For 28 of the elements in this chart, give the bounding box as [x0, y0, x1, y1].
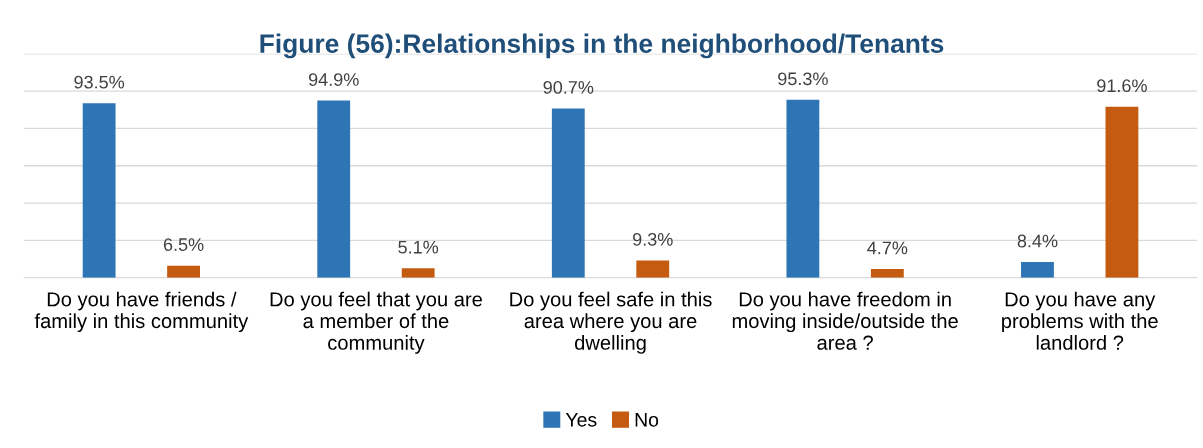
data-label: 93.5% [74, 75, 125, 89]
legend-label: No [635, 413, 659, 427]
bar [167, 265, 200, 278]
bar [1105, 106, 1139, 278]
bar [551, 108, 585, 278]
bar [317, 100, 351, 278]
legend-label: Yes [565, 413, 597, 427]
bar [786, 99, 820, 278]
chart-title: Figure (56):Relationships in the neighborhood/Tenants [260, 33, 944, 59]
data-label: 8.4% [1017, 234, 1058, 248]
bar [636, 260, 670, 278]
data-label: 90.7% [543, 80, 594, 94]
x-tick-label: Do you feel that you are a member of the community [270, 291, 482, 354]
bar [82, 103, 116, 278]
x-tick-label: Do you feel safe in this area where you are dwelling [510, 291, 712, 354]
x-tick-label: Do you have friends / family in this community [34, 291, 249, 333]
x-tick-label: Do you have freedom in moving inside/outside the area ? [732, 291, 958, 350]
bar [1021, 262, 1054, 278]
data-label: 6.5% [163, 238, 204, 251]
bar [870, 268, 904, 278]
x-tick-label: Do you have any problems with the landlord ? [1002, 291, 1158, 350]
data-label: 94.9% [308, 73, 359, 86]
data-label: 95.3% [778, 72, 828, 86]
data-label: 4.7% [867, 241, 908, 255]
data-label: 5.1% [398, 240, 439, 254]
bar [401, 268, 435, 278]
data-label: 91.6% [1097, 79, 1147, 93]
data-label: 9.3% [633, 232, 673, 246]
